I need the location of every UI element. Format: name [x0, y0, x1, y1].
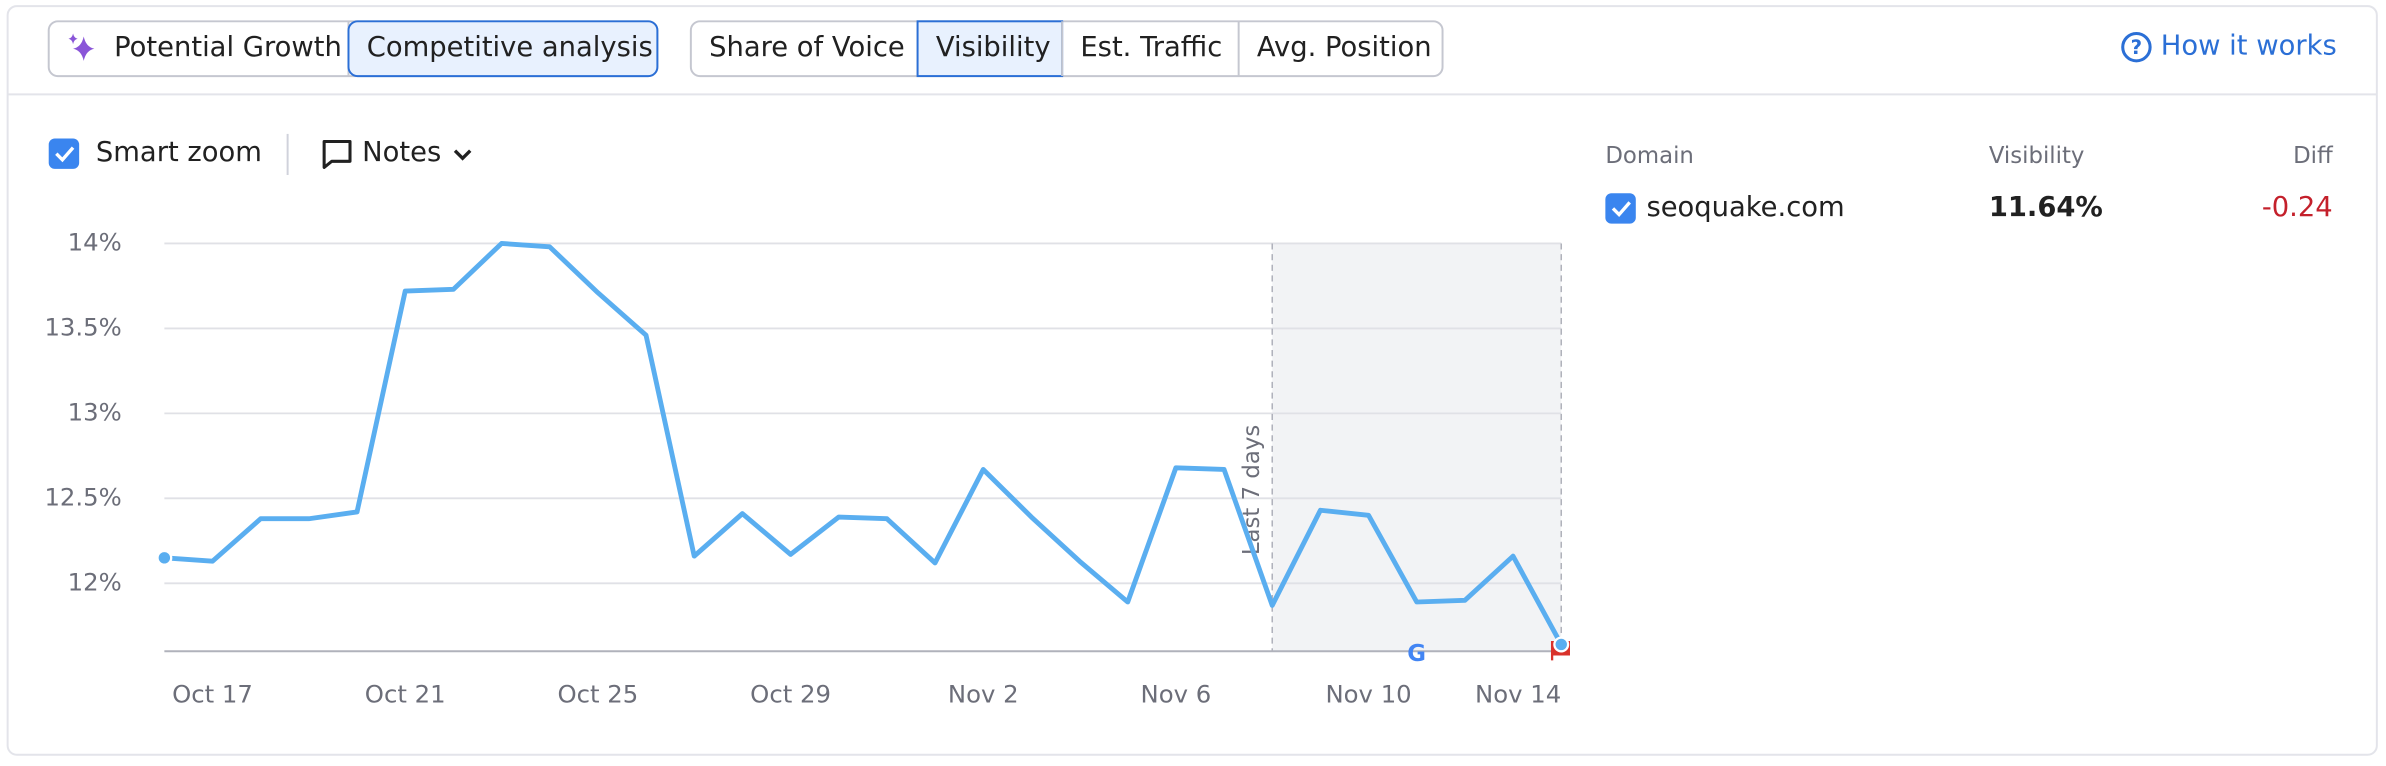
y-tick-label: 14% [68, 227, 122, 256]
table-header: Diff [2293, 143, 2334, 169]
domain-checkbox-check [1611, 201, 1631, 218]
domain-name: seoquake.com [1646, 192, 1844, 223]
help-link[interactable]: ? How it works [2121, 31, 2337, 63]
tab-selected [916, 20, 1064, 78]
shaded-period [1272, 243, 1562, 652]
table-header: Visibility [1989, 143, 2085, 169]
help-icon [2121, 31, 2152, 63]
x-tick-label: Oct 21 [365, 679, 446, 708]
tab[interactable]: Avg. Position [1257, 32, 1432, 63]
card [6, 5, 2378, 756]
google-marker: G [1407, 641, 1426, 667]
annotation: Last 7 days [1239, 425, 1265, 555]
smart-zoom-checkbox [48, 138, 80, 169]
diff-value: -0.24 [2262, 192, 2333, 223]
help-link-text[interactable]: How it works [2161, 31, 2337, 62]
tab[interactable]: Share of Voice [709, 32, 905, 63]
tab-selected [347, 20, 659, 78]
tab[interactable]: Competitive analysis [367, 32, 653, 63]
end-point [156, 549, 173, 566]
y-tick-label: 12% [68, 567, 122, 596]
sparkle-icon [68, 33, 78, 45]
y-tick-label: 13% [68, 397, 122, 426]
y-tick-label: 13.5% [44, 312, 121, 341]
visibility-value: 11.64% [1989, 192, 2103, 223]
x-tick-label: Nov 6 [1141, 679, 1212, 708]
smart-zoom-label[interactable]: Smart zoom [96, 137, 262, 168]
end-point [1553, 636, 1570, 653]
chevron [453, 149, 472, 161]
x-tick-label: Oct 25 [557, 679, 638, 708]
sparkle-icon [73, 36, 95, 61]
tab[interactable]: Visibility [936, 32, 1051, 63]
x-tick-label: Nov 10 [1325, 679, 1411, 708]
x-tick-label: Oct 29 [750, 679, 831, 708]
tab[interactable]: Potential Growth [114, 32, 342, 63]
table-header: Domain [1605, 143, 1694, 169]
y-tick-label: 12.5% [44, 482, 121, 511]
x-tick-label: Nov 14 [1475, 679, 1561, 708]
help-icon-mark: ? [2131, 36, 2142, 59]
notes-button[interactable]: Notes [322, 137, 472, 169]
smart-zoom-checkbox-check [55, 146, 75, 163]
line-series [164, 241, 1564, 646]
notes-label[interactable]: Notes [362, 137, 441, 168]
x-tick-label: Nov 2 [948, 679, 1019, 708]
tab[interactable]: Est. Traffic [1080, 32, 1222, 63]
tab-group [689, 20, 1444, 78]
x-tick-label: Oct 17 [172, 679, 253, 708]
domain-checkbox [1605, 193, 1636, 224]
notes-icon [322, 139, 352, 169]
